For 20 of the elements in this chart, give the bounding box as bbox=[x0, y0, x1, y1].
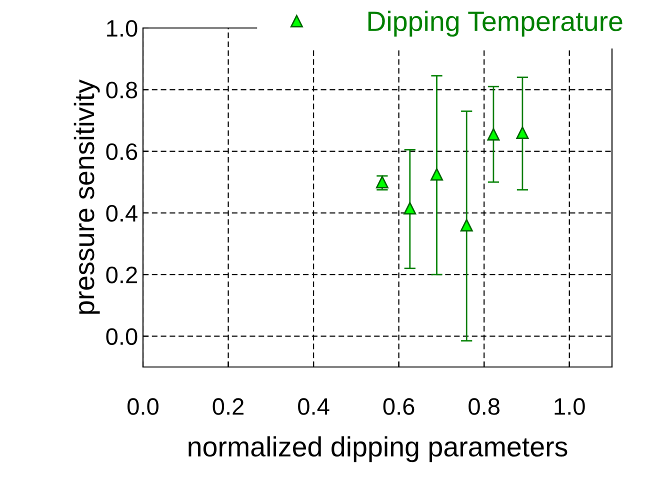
x-tick-label: 0.4 bbox=[298, 398, 330, 415]
x-tick-label: 1.0 bbox=[554, 398, 585, 415]
point bbox=[516, 126, 529, 140]
point bbox=[404, 202, 416, 215]
legend-label: Dipping Temperature bbox=[368, 10, 622, 37]
y-tick-label: 0.6 bbox=[106, 143, 138, 160]
x-tick-label: 0.0 bbox=[128, 398, 158, 415]
point bbox=[487, 128, 500, 141]
point bbox=[430, 168, 444, 181]
y-tick-label: 0.8 bbox=[106, 82, 138, 98]
y-tick-label: 0.4 bbox=[106, 204, 138, 222]
point bbox=[460, 218, 473, 232]
y-tick-label: 1.0 bbox=[107, 20, 138, 37]
y-tick-label: 0.2 bbox=[106, 266, 137, 284]
x-tick-label: 0.8 bbox=[468, 398, 500, 415]
x-tick-label: 0.2 bbox=[212, 398, 244, 415]
x-tick-label: 0.6 bbox=[383, 398, 414, 415]
y-tick-label: 0.0 bbox=[106, 328, 138, 345]
x-axis-title: normalized dipping parameters bbox=[188, 436, 568, 462]
y-axis-title: pressure sensitivity bbox=[74, 79, 100, 314]
